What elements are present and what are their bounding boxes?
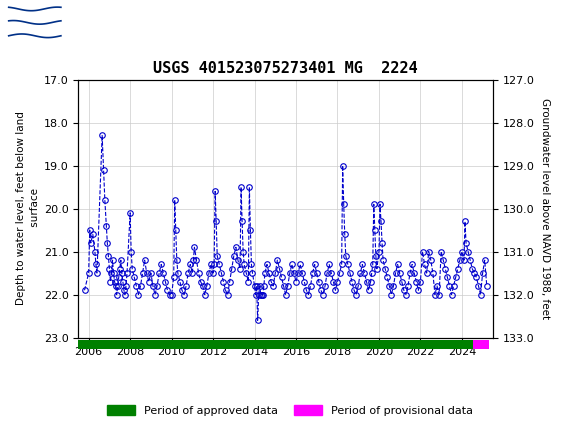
Y-axis label: Depth to water level, feet below land
 surface: Depth to water level, feet below land su… xyxy=(16,112,39,305)
Title: USGS 401523075273401 MG  2224: USGS 401523075273401 MG 2224 xyxy=(153,61,418,76)
Y-axis label: Groundwater level above NAVD 1988, feet: Groundwater level above NAVD 1988, feet xyxy=(540,98,550,319)
Bar xyxy=(473,340,489,349)
Text: USGS: USGS xyxy=(72,14,128,31)
Bar xyxy=(6,3,64,42)
Legend: Period of approved data, Period of provisional data: Period of approved data, Period of provi… xyxy=(103,401,477,420)
